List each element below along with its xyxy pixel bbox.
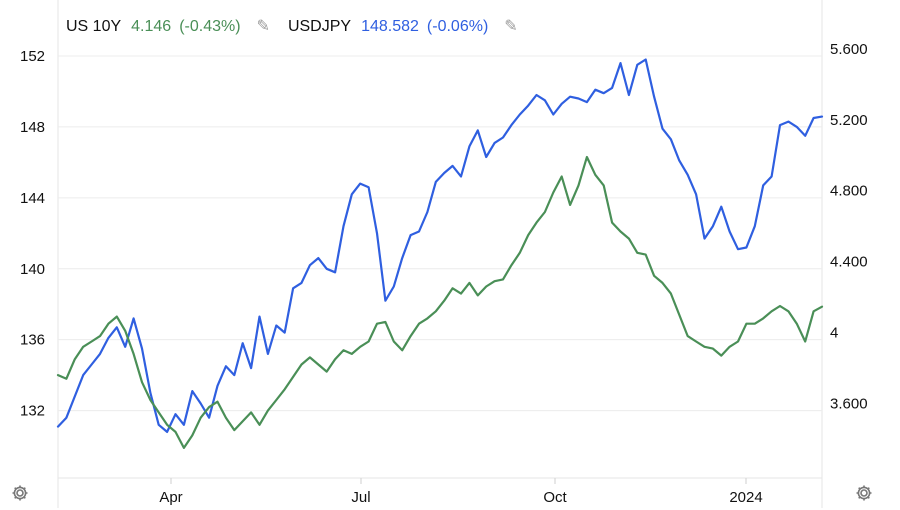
legend-us10y-value: 4.146	[131, 18, 172, 35]
legend-usdjpy-symbol[interactable]: USDJPY	[287, 18, 352, 35]
series-line-us-10y	[56, 155, 824, 449]
gear-icon[interactable]	[854, 483, 874, 503]
gear-icon[interactable]	[10, 483, 30, 503]
legend-usdjpy-value: 148.582	[361, 18, 419, 35]
right-tick-label: 5.600	[830, 41, 868, 58]
x-tick-label: Jul	[351, 489, 370, 506]
x-tick-label: Apr	[159, 489, 182, 506]
chart-legend: US 10Y 4.146 (-0.43%) ✎ USDJPY 148.582 (…	[66, 14, 528, 40]
left-tick-label: 152	[20, 48, 45, 65]
left-tick-label: 132	[20, 403, 45, 420]
pencil-icon[interactable]: ✎	[504, 18, 518, 35]
right-tick-label: 4	[830, 325, 838, 342]
legend-us10y-change: (-0.43%)	[179, 18, 241, 35]
left-tick-label: 148	[20, 119, 45, 136]
x-tick-label: 2024	[729, 489, 762, 506]
legend-us10y-symbol[interactable]: US 10Y	[66, 18, 122, 35]
legend-usdjpy-change: (-0.06%)	[426, 18, 489, 35]
right-tick-label: 3.600	[830, 396, 868, 413]
x-tick-label: Oct	[543, 489, 567, 506]
left-tick-label: 140	[20, 261, 45, 278]
right-tick-label: 4.400	[830, 254, 868, 271]
right-tick-label: 4.800	[830, 183, 868, 200]
left-tick-label: 144	[20, 190, 45, 207]
pencil-icon[interactable]: ✎	[256, 18, 270, 35]
right-tick-label: 5.200	[830, 112, 868, 129]
series-line-usdjpy	[56, 58, 824, 433]
left-tick-label: 136	[20, 332, 45, 349]
